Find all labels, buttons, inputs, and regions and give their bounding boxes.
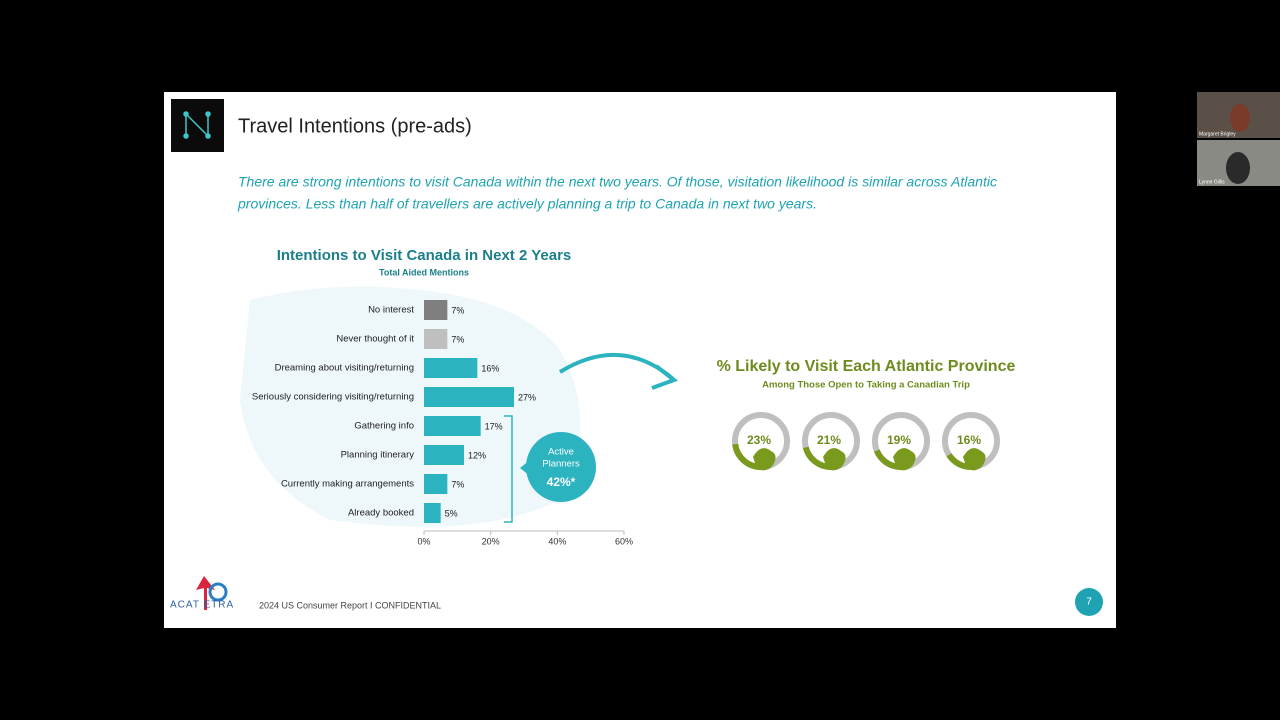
bar <box>424 474 448 494</box>
donut-label: 21% <box>817 433 841 447</box>
value-label: 16% <box>481 363 499 373</box>
chart-title: % Likely to Visit Each Atlantic Province <box>717 358 1016 375</box>
bar <box>424 300 448 320</box>
page-number: 7 <box>1086 597 1092 608</box>
category-label: Gathering info <box>354 421 414 432</box>
bar <box>424 416 481 436</box>
category-label: Currently making arrangements <box>281 479 414 490</box>
province-shape <box>893 448 916 471</box>
province-shape <box>963 448 986 471</box>
summary: provinces. Less than half of travellers … <box>237 196 817 212</box>
value-label: 7% <box>451 479 464 489</box>
participant-image <box>1230 104 1250 132</box>
participant-name: Lynne Gillis <box>1199 179 1225 185</box>
page-number-badge <box>1075 588 1103 616</box>
bar <box>424 387 514 407</box>
x-tick-label: 60% <box>615 536 633 546</box>
value-label: 5% <box>445 508 458 518</box>
x-tick-label: 40% <box>548 536 566 546</box>
bar <box>424 503 441 523</box>
category-label: Never thought of it <box>336 334 414 345</box>
chart-subtitle: Among Those Open to Taking a Canadian Tr… <box>762 380 970 391</box>
x-tick-label: 20% <box>482 536 500 546</box>
chart-subtitle: Total Aided Mentions <box>379 267 469 277</box>
donut-label: 23% <box>747 433 771 447</box>
value-label: 17% <box>485 421 503 431</box>
participant-name: Margaret Brigley <box>1199 131 1236 137</box>
footer-logo: ACAT ETRA <box>170 600 234 611</box>
x-tick-label: 0% <box>417 536 430 546</box>
bar <box>424 445 464 465</box>
category-label: Dreaming about visiting/returning <box>275 363 414 374</box>
annotation-value: 42%* <box>547 475 576 489</box>
bar <box>424 329 448 349</box>
category-label: Planning itinerary <box>341 450 415 461</box>
logo-leaf <box>196 576 215 610</box>
category-label: No interest <box>368 305 414 316</box>
donut-label: 19% <box>887 433 911 447</box>
map-backdrop <box>240 286 580 527</box>
arrow-head <box>651 364 679 390</box>
value-label: 7% <box>451 305 464 315</box>
value-label: 12% <box>468 450 486 460</box>
bracket <box>504 415 513 523</box>
annotation-bubble <box>526 432 596 502</box>
logo-wave <box>208 582 228 602</box>
logo-mark <box>183 111 211 139</box>
value-label: 7% <box>451 334 464 344</box>
summary: There are strong intentions to visit Can… <box>238 174 997 190</box>
slide-title: Travel Intentions (pre-ads) <box>238 115 472 137</box>
annotation-label: Planners <box>542 459 580 470</box>
value-label: 27% <box>518 392 536 402</box>
category-label: Seriously considering visiting/returning <box>252 392 414 403</box>
province-shape <box>753 448 776 471</box>
bar <box>424 358 478 378</box>
chart-title: Intentions to Visit Canada in Next 2 Yea… <box>277 247 572 264</box>
donut-label: 16% <box>957 433 981 447</box>
footer: 2024 US Consumer Report I CONFIDENTIAL <box>259 600 441 610</box>
participant-image <box>1226 152 1250 184</box>
category-label: Already booked <box>348 508 414 519</box>
province-shape <box>823 448 846 471</box>
annotation-label: Active <box>548 447 574 458</box>
